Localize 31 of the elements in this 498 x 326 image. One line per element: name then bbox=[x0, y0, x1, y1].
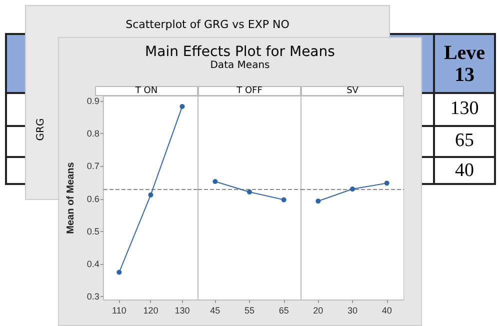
y-tick-label: 0.9 bbox=[86, 96, 100, 106]
x-tick-label: 30 bbox=[347, 306, 358, 316]
text: 40 bbox=[454, 158, 475, 182]
y-tick-label: 0.5 bbox=[86, 226, 100, 236]
text: GRG bbox=[36, 118, 47, 141]
text: Main Effects Plot for Means bbox=[144, 44, 336, 60]
y-tick-label: 0.6 bbox=[86, 194, 100, 204]
x-tick-label: 130 bbox=[174, 306, 190, 316]
x-tick-label: 65 bbox=[278, 306, 289, 316]
chart-title: T OFF bbox=[198, 86, 301, 96]
x-tick-label: 110 bbox=[112, 306, 126, 316]
point bbox=[180, 104, 185, 109]
y-tick-label: 0.7 bbox=[86, 161, 100, 172]
x-tick-label: 20 bbox=[313, 306, 324, 316]
point bbox=[116, 270, 122, 275]
chart-title: T ON bbox=[95, 86, 198, 96]
text: Leve 13 bbox=[442, 40, 486, 88]
text: Scatterplot of GRG vs EXP NO bbox=[124, 18, 290, 31]
y-tick-label: 0.4 bbox=[86, 259, 100, 270]
chart-title: SV bbox=[301, 86, 404, 96]
y-tick-label: 0.3 bbox=[86, 292, 100, 302]
point bbox=[148, 192, 154, 198]
x-tick-label: 120 bbox=[143, 306, 158, 316]
text: 130 bbox=[449, 96, 480, 120]
y-tick-label: 0.8 bbox=[86, 128, 100, 139]
y-axis-title: Mean of Means bbox=[66, 162, 76, 234]
x-tick-label: 45 bbox=[210, 306, 220, 316]
text: 65 bbox=[454, 128, 475, 152]
x-tick-label: 40 bbox=[382, 306, 392, 316]
text: Data Means bbox=[209, 60, 271, 71]
x-tick-label: 55 bbox=[244, 306, 255, 316]
